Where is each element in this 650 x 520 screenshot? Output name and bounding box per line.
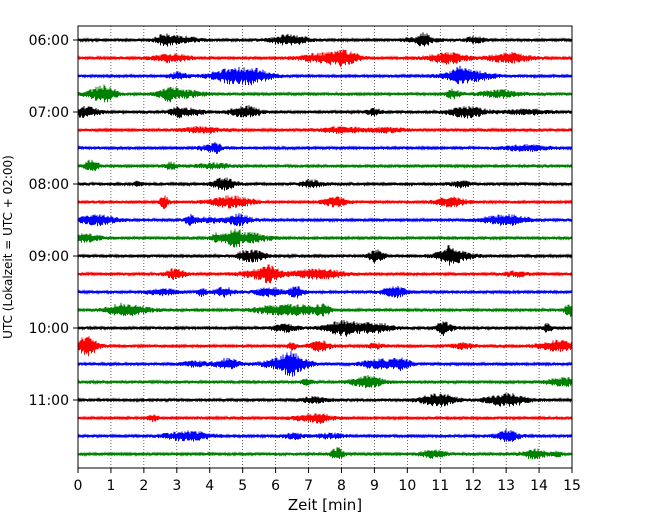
trace-0630 bbox=[78, 66, 572, 85]
trace-1115 bbox=[78, 413, 572, 424]
x-tick-label-9: 9 bbox=[370, 478, 379, 494]
trace-0715 bbox=[78, 126, 572, 134]
x-tick-label-0: 0 bbox=[74, 478, 83, 494]
x-tick-label-14: 14 bbox=[530, 478, 548, 494]
trace-0700 bbox=[78, 105, 572, 118]
trace-1045 bbox=[78, 375, 572, 388]
trace-0615 bbox=[78, 49, 572, 66]
trace-1130 bbox=[78, 429, 572, 442]
y-tick-label-2: 08:00 bbox=[29, 177, 69, 193]
y-tick-label-3: 09:00 bbox=[29, 249, 69, 265]
trace-0800 bbox=[78, 178, 572, 191]
x-tick-label-3: 3 bbox=[172, 478, 181, 494]
trace-0645 bbox=[78, 85, 572, 103]
trace-0915 bbox=[78, 264, 572, 283]
x-tick-label-1: 1 bbox=[106, 478, 115, 494]
trace-1015 bbox=[78, 336, 572, 356]
x-axis-ticks: 0 1 2 3 4 5 6 7 8 9 10 11 12 13 14 15 bbox=[74, 468, 581, 494]
seismic-traces bbox=[78, 32, 572, 459]
x-tick-label-4: 4 bbox=[205, 478, 214, 494]
trace-0730 bbox=[78, 142, 572, 154]
trace-0830 bbox=[78, 213, 572, 226]
trace-0930 bbox=[78, 286, 572, 298]
trace-0845 bbox=[78, 229, 572, 248]
trace-0745 bbox=[78, 160, 572, 171]
x-tick-label-10: 10 bbox=[398, 478, 416, 494]
trace-0900 bbox=[78, 245, 572, 265]
x-tick-label-2: 2 bbox=[139, 478, 148, 494]
x-tick-label-15: 15 bbox=[563, 478, 581, 494]
y-axis-ticks: 06:00 07:00 08:00 09:00 10:00 11:00 bbox=[29, 33, 78, 409]
x-tick-label-11: 11 bbox=[431, 478, 449, 494]
x-tick-label-6: 6 bbox=[271, 478, 280, 494]
trace-1030 bbox=[78, 351, 572, 377]
seismogram-chart: 0 1 2 3 4 5 6 7 8 9 10 11 12 13 14 15 06:0007:0008:0009… bbox=[0, 0, 650, 520]
x-axis-title: Zeit [min] bbox=[288, 496, 362, 514]
trace-1000 bbox=[78, 320, 572, 337]
x-tick-label-5: 5 bbox=[238, 478, 247, 494]
trace-1100 bbox=[78, 393, 572, 407]
x-tick-label-12: 12 bbox=[464, 478, 482, 494]
trace-0600 bbox=[78, 32, 572, 46]
trace-0815 bbox=[78, 195, 572, 209]
x-tick-label-7: 7 bbox=[304, 478, 313, 494]
trace-0945 bbox=[78, 303, 572, 317]
y-tick-label-4: 10:00 bbox=[29, 321, 69, 337]
x-tick-label-8: 8 bbox=[337, 478, 346, 494]
y-tick-label-0: 06:00 bbox=[29, 33, 69, 49]
y-tick-label-5: 11:00 bbox=[29, 393, 69, 409]
y-axis-title: UTC (Lokalzeit = UTC + 02:00) bbox=[1, 155, 15, 339]
y-tick-label-1: 07:00 bbox=[29, 105, 69, 121]
trace-1145 bbox=[78, 447, 572, 459]
x-tick-label-13: 13 bbox=[497, 478, 515, 494]
